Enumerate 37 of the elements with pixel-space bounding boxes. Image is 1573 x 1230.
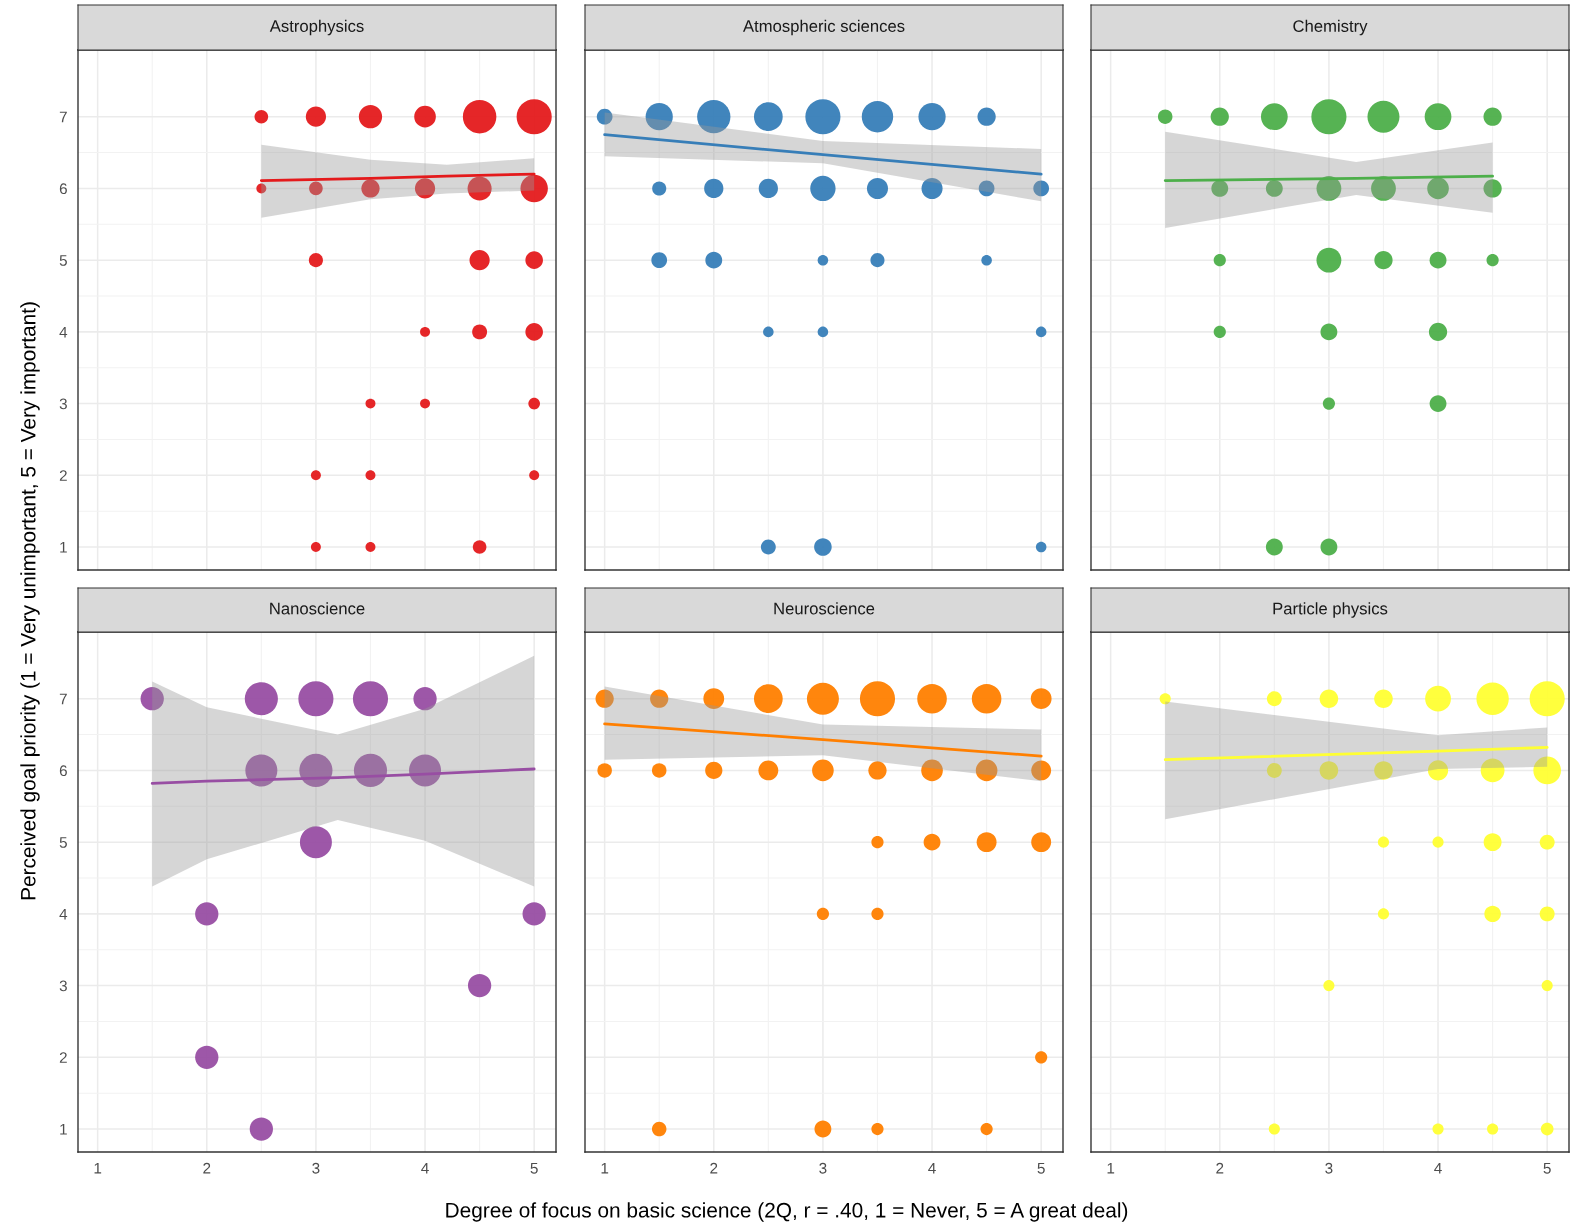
y-tick-label: 5	[59, 837, 67, 848]
chart-title: Particle physics	[1273, 602, 1388, 618]
x-tick-label: 4	[1434, 1162, 1442, 1174]
x-tick-label: 1	[94, 1162, 102, 1174]
x-tick-label: 4	[421, 1162, 429, 1174]
chart-title: Neuroscience	[774, 602, 875, 615]
x-tick-label: 1	[601, 1162, 609, 1174]
x-tick-label: 3	[312, 1162, 320, 1174]
x-tick-label: 4	[928, 1162, 936, 1174]
x-tick-label: 1	[1107, 1162, 1115, 1174]
y-tick-label: 2	[59, 1052, 67, 1063]
chart-title: Astrophysics	[269, 19, 364, 36]
x-tick-label: 2	[710, 1162, 718, 1174]
y-tick-label: 1	[60, 1124, 67, 1135]
x-tick-label: 5	[530, 1162, 538, 1174]
y-tick-label: 7	[59, 693, 67, 705]
y-tick-label: 6	[59, 765, 67, 777]
y-tick-label: 2	[59, 470, 67, 481]
y-axis-title: Perceived goal priority (1 = Very unimportant, 5 = Very important)	[20, 302, 40, 900]
x-tick-label: 3	[1325, 1162, 1333, 1174]
y-tick-label: 3	[59, 980, 67, 992]
y-tick-label: 5	[59, 255, 67, 266]
x-tick-label: 3	[819, 1162, 827, 1174]
y-tick-label: 6	[59, 183, 67, 195]
y-tick-label: 4	[59, 908, 68, 920]
chart-title: Chemistry	[1293, 19, 1368, 36]
x-tick-label: 5	[1037, 1162, 1045, 1174]
y-tick-label: 7	[59, 111, 67, 123]
y-tick-label: 3	[59, 398, 67, 410]
x-tick-label: 2	[1216, 1162, 1224, 1174]
chart-title: Atmospheric sciences	[742, 19, 905, 36]
x-axis-title: Degree of focus on basic science (2Q, r = .40, 1 = Never, 5 = A great deal)	[446, 1202, 1128, 1222]
x-tick-label: 5	[1543, 1162, 1551, 1174]
chart-title: Nanoscience	[270, 602, 365, 615]
y-tick-label: 1	[60, 542, 67, 553]
y-tick-label: 4	[59, 326, 68, 338]
x-tick-label: 2	[203, 1162, 211, 1174]
